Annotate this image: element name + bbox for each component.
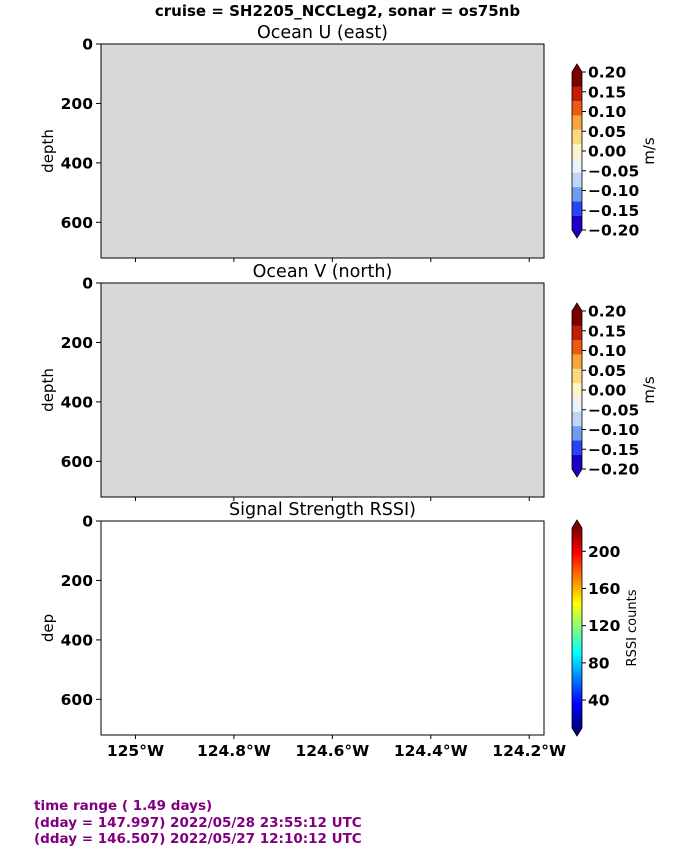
colorbar-swatch [572, 368, 582, 384]
colorbar-swatch [572, 172, 582, 188]
colorbar-swatch [572, 411, 582, 427]
colorbar-swatch [572, 186, 582, 202]
colorbar-tick-label: −0.20 [588, 461, 639, 479]
panel-title: Ocean U (east) [257, 23, 388, 43]
y-tick-label: 200 [61, 95, 94, 113]
colorbar-swatch [572, 201, 582, 216]
colorbar-extend-max [572, 303, 582, 311]
colorbar-swatch [572, 339, 582, 355]
colorbar-label: m/s [640, 376, 658, 404]
colorbar-tick-label: −0.10 [588, 421, 639, 439]
colorbar-swatch [572, 129, 582, 145]
colorbar-tick-label: 0.00 [588, 382, 626, 400]
colorbar-tick-label: −0.15 [588, 441, 639, 459]
plot-area [101, 44, 544, 258]
colorbar-tick-label: 0.15 [588, 322, 626, 340]
plot-area [101, 283, 544, 497]
colorbar-tick-label: 0.05 [588, 123, 626, 141]
chart-panel-2: Ocean V (north)0200400600depth0.200.150.… [39, 262, 658, 501]
colorbar-tick-label: −0.05 [588, 401, 639, 419]
colorbar-swatch [572, 100, 582, 116]
y-axis-label: depth [39, 129, 57, 173]
colorbar-label: m/s [640, 137, 658, 165]
y-tick-label: 0 [82, 275, 93, 293]
colorbar-tick-label: 0.00 [588, 143, 626, 161]
colorbar-extend-max [572, 64, 582, 72]
axes-frame [100, 282, 545, 498]
colorbar-tick-label: −0.15 [588, 202, 639, 220]
y-axis-label: depth [39, 368, 57, 412]
colorbar-tick-label: 0.20 [588, 64, 626, 82]
colorbar-swatch [572, 382, 582, 398]
colorbar-tick-label: 0.10 [588, 342, 626, 360]
colorbar-swatch [572, 425, 582, 441]
colorbar-swatch [572, 86, 582, 102]
land-mask [101, 283, 544, 497]
colorbar-swatch [572, 143, 582, 159]
axes-frame [100, 43, 545, 259]
colorbar-swatch [572, 158, 582, 173]
colorbar-swatch [572, 215, 582, 231]
colorbar-tick-label: 0.20 [588, 303, 626, 321]
land-mask [101, 44, 544, 258]
colorbar-swatch [572, 397, 582, 412]
colorbar-swatch [572, 311, 582, 326]
colorbar: 0.200.15 0.10 0.05 0.00−0.05 −0.10 −0.15 −0.20… [571, 302, 658, 479]
colorbar-extend-min [572, 230, 582, 238]
colorbar-swatch [572, 354, 582, 369]
y-tick-label: 400 [61, 154, 94, 172]
colorbar-swatch [572, 325, 582, 341]
colorbar-tick-label: −0.20 [588, 222, 639, 240]
colorbar-swatch [572, 72, 582, 87]
panel-title: Ocean V (north) [253, 262, 393, 282]
colorbar-tick-label: −0.10 [588, 182, 639, 200]
colorbar: 0.200.15 0.10 0.05 0.00−0.05 −0.10 −0.15 −0.20… [571, 63, 658, 240]
y-tick-label: 600 [61, 453, 94, 471]
colorbar-tick-label: 0.05 [588, 362, 626, 380]
y-tick-label: 600 [61, 214, 94, 232]
plot-area [101, 521, 544, 735]
colorbar-swatch [572, 115, 582, 130]
colorbar-tick-label: 0.10 [588, 103, 626, 121]
y-tick-label: 200 [61, 334, 94, 352]
colorbar-tick-label: 0.15 [588, 83, 626, 101]
figure-suptitle: cruise = SH2205_NCCLeg2, sonar = os75nb [154, 2, 521, 20]
colorbar-extend-min [572, 469, 582, 477]
colorbar-swatch [572, 454, 582, 470]
y-tick-label: 0 [82, 36, 93, 54]
colorbar-swatch [572, 440, 582, 455]
colorbar-tick-label: −0.05 [588, 162, 639, 180]
chart-panel-1: Ocean U (east) 0 200 400 600 depth 0.200.15 0.1… [39, 23, 658, 262]
y-tick-label: 400 [61, 393, 94, 411]
